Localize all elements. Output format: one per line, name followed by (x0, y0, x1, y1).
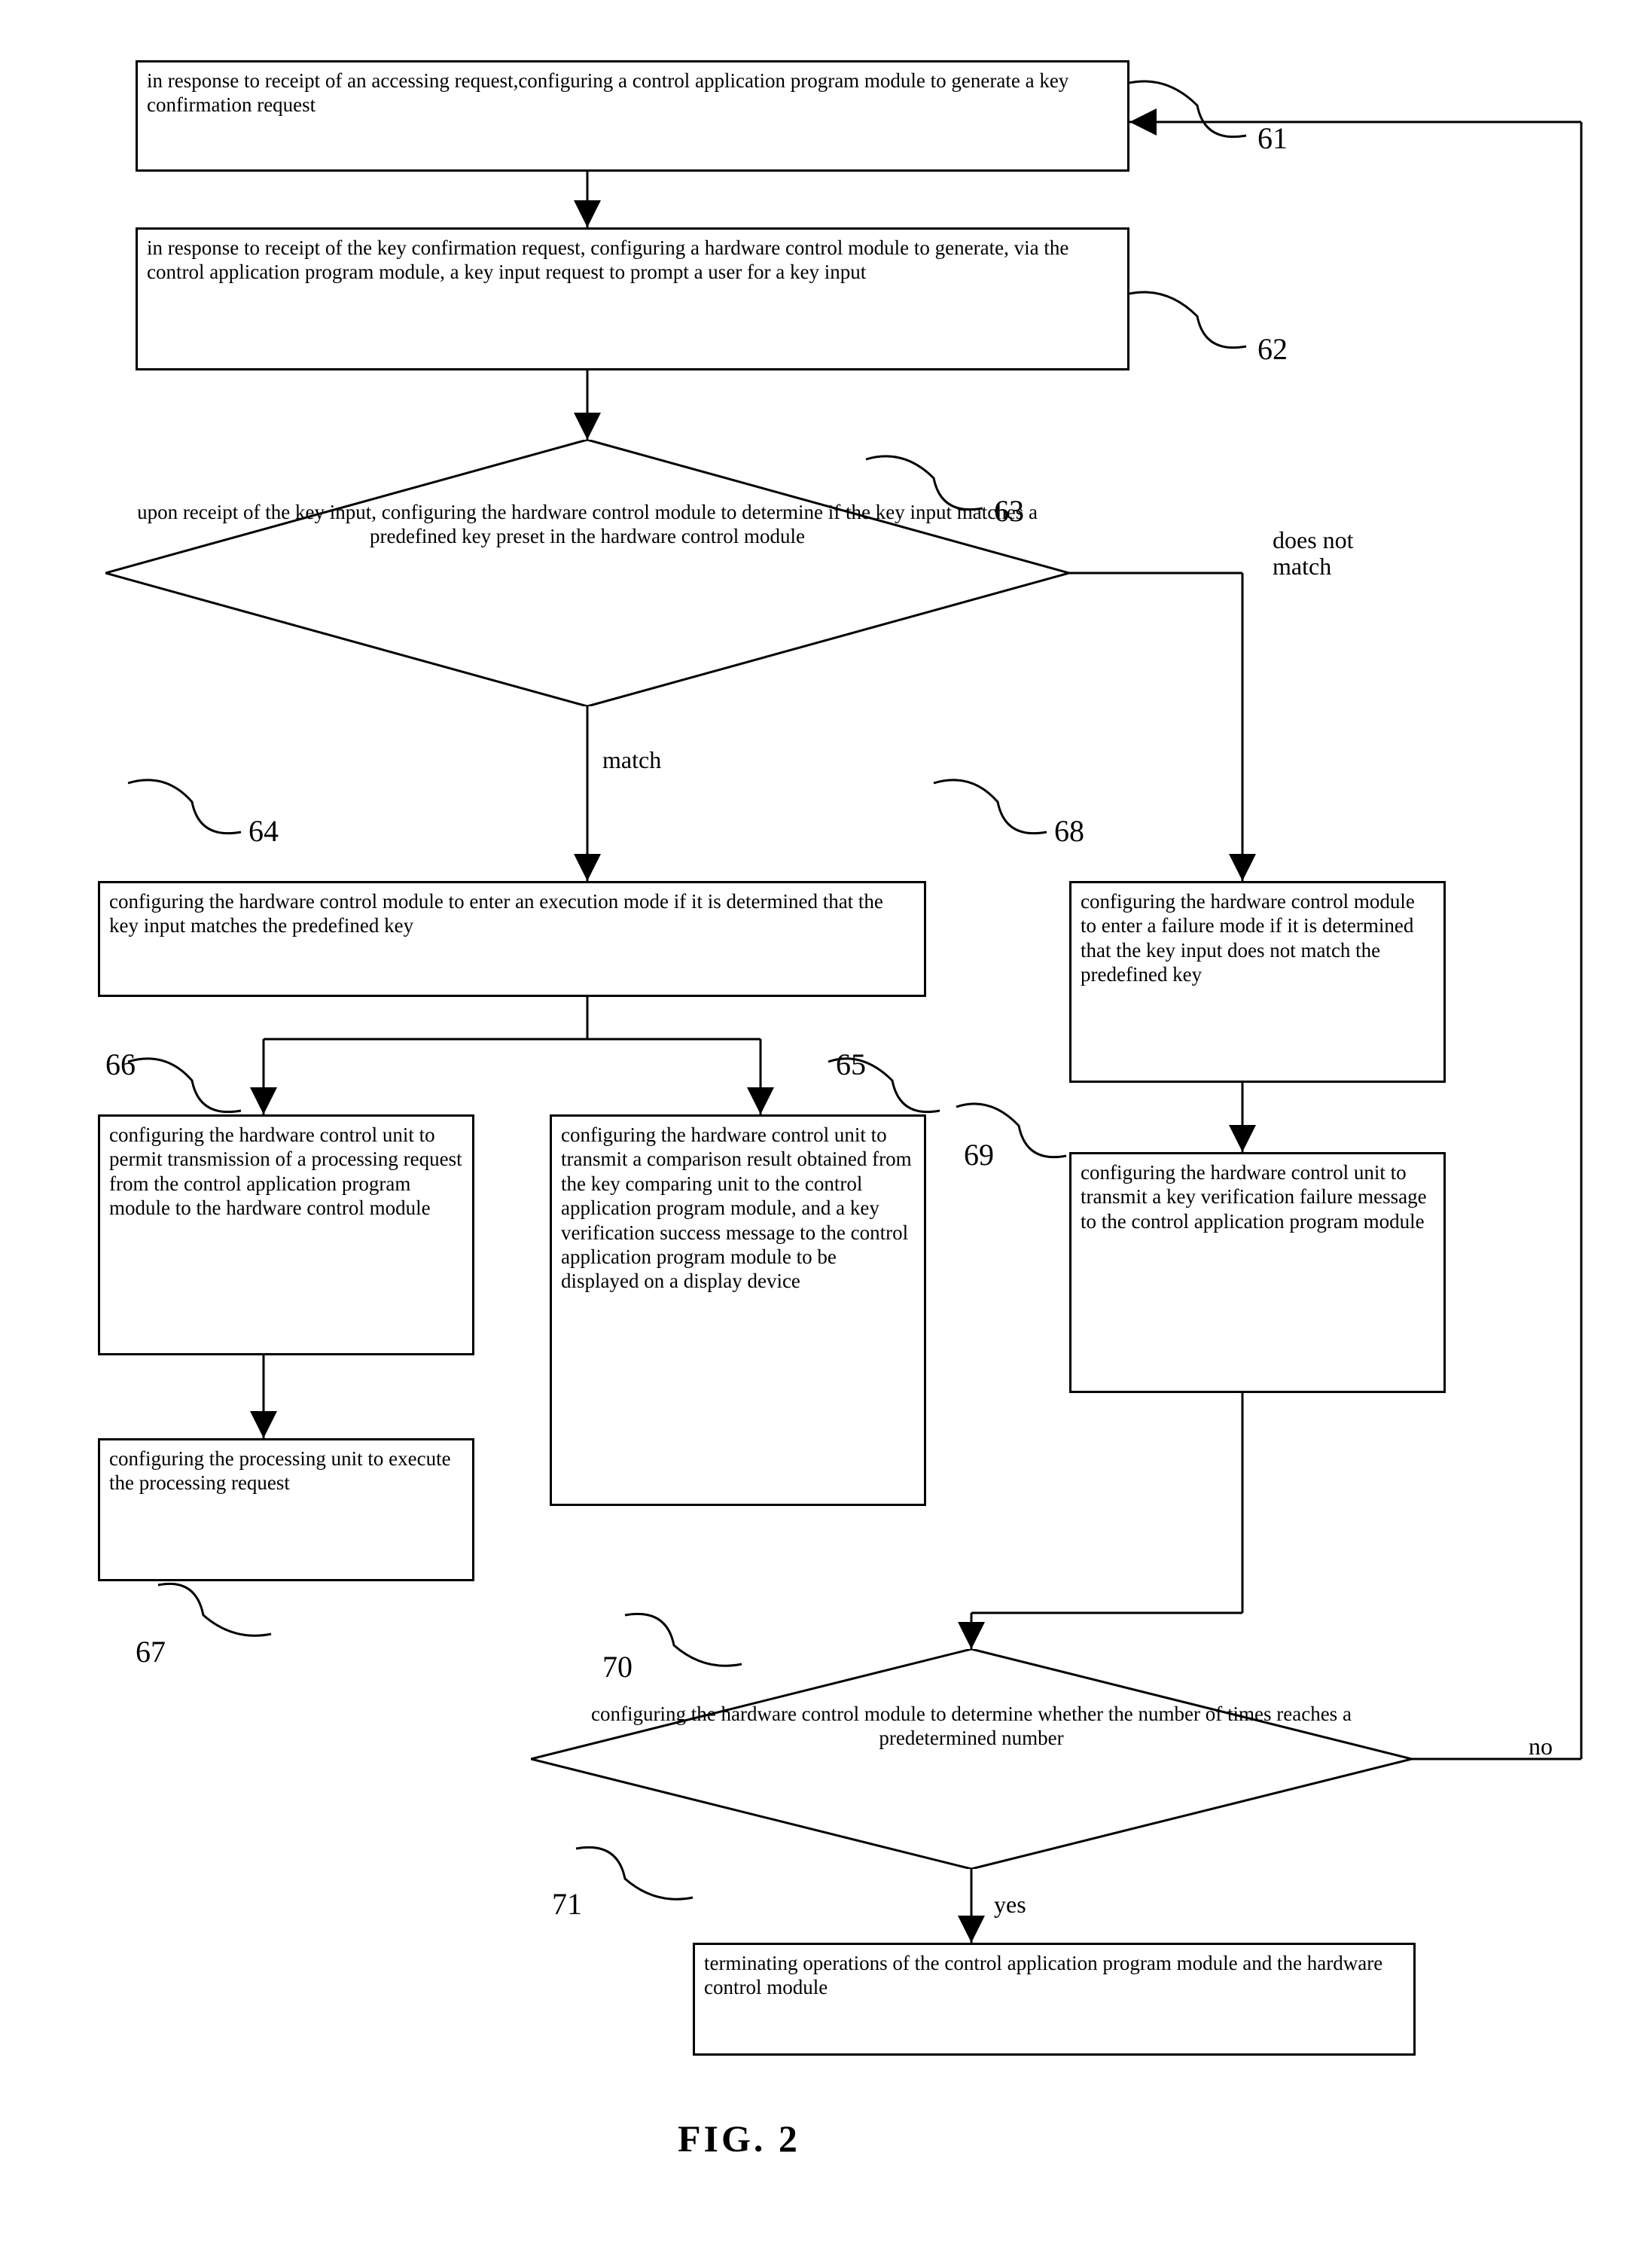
ref-66: 66 (105, 1047, 136, 1083)
step-61: in response to receipt of an accessing r… (136, 60, 1129, 172)
label-no: no (1529, 1732, 1553, 1760)
figure-caption: FIG. 2 (678, 2116, 800, 2161)
step-71: terminating operations of the control ap… (693, 1943, 1416, 2056)
step-66: configuring the hardware control unit to… (98, 1114, 474, 1355)
ref-71: 71 (552, 1886, 582, 1922)
ref-64: 64 (248, 813, 279, 849)
step-66-text: configuring the hardware control unit to… (109, 1123, 462, 1219)
ref-70: 70 (602, 1649, 633, 1685)
ref-67: 67 (136, 1634, 166, 1670)
label-match: match (602, 745, 661, 774)
ref-69: 69 (964, 1137, 994, 1173)
flowchart-canvas: in response to receipt of an accessing r… (30, 30, 1610, 2238)
ref-65: 65 (836, 1047, 866, 1083)
step-61-text: in response to receipt of an accessing r… (147, 69, 1068, 116)
ref-63: 63 (994, 493, 1024, 529)
step-64-text: configuring the hardware control module … (109, 890, 883, 937)
step-65-text: configuring the hardware control unit to… (561, 1123, 912, 1292)
step-68-text: configuring the hardware control module … (1081, 890, 1415, 986)
decision-70: configuring the hardware control module … (531, 1649, 1412, 1869)
step-64: configuring the hardware control module … (98, 881, 926, 997)
ref-68: 68 (1054, 813, 1084, 849)
step-68: configuring the hardware control module … (1069, 881, 1446, 1083)
ref-61: 61 (1257, 120, 1288, 157)
step-65: configuring the hardware control unit to… (550, 1114, 926, 1506)
step-71-text: terminating operations of the control ap… (704, 1952, 1382, 1998)
step-67: configuring the processing unit to execu… (98, 1438, 474, 1581)
label-yes: yes (994, 1890, 1026, 1919)
step-62: in response to receipt of the key confir… (136, 227, 1129, 370)
ref-62: 62 (1257, 331, 1288, 367)
label-nomatch: does notmatch (1273, 527, 1423, 580)
step-69-text: configuring the hardware control unit to… (1081, 1161, 1427, 1233)
step-67-text: configuring the processing unit to execu… (109, 1447, 451, 1494)
decision-63: upon receipt of the key input, configuri… (105, 440, 1069, 706)
step-69: configuring the hardware control unit to… (1069, 1152, 1446, 1393)
step-62-text: in response to receipt of the key confir… (147, 236, 1068, 283)
decision-70-text: configuring the hardware control module … (531, 1702, 1412, 1751)
decision-63-text: upon receipt of the key input, configuri… (105, 500, 1069, 549)
